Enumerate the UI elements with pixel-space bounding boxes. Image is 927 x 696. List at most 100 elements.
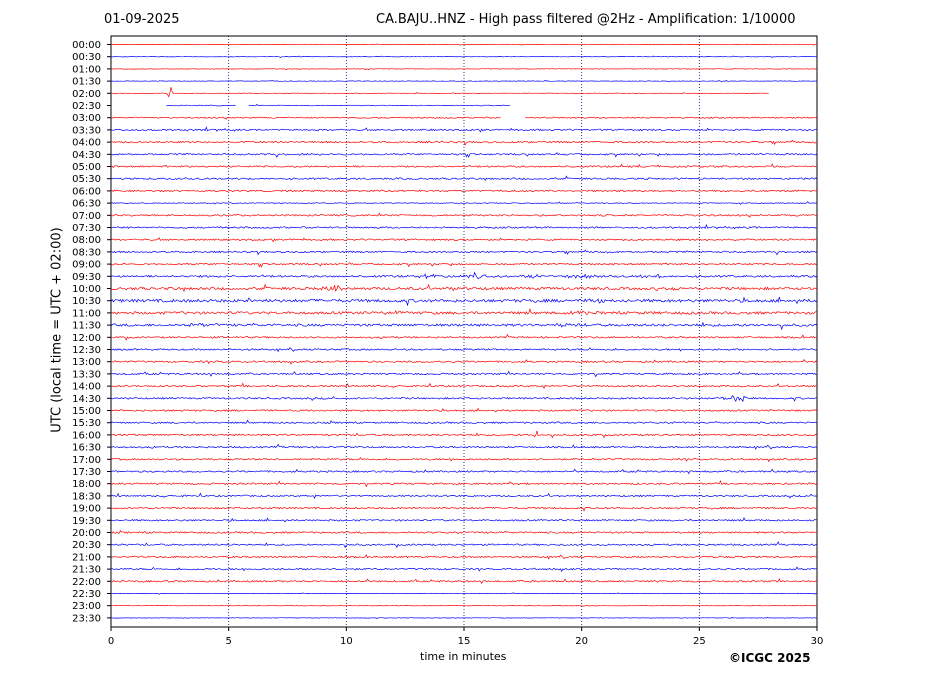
- trace-row-1700: [110, 457, 818, 463]
- copyright-label: ©ICGC 2025: [729, 651, 811, 665]
- trace-row-1900: [110, 506, 818, 512]
- y-tick-label: 13:30: [72, 369, 101, 380]
- y-tick-label: 17:30: [72, 467, 101, 478]
- trace-row-2300: [111, 604, 818, 607]
- trace-row-0730: [110, 223, 818, 230]
- y-tick-label: 22:00: [72, 577, 101, 588]
- trace-row-1630: [110, 443, 818, 450]
- x-tick-label: 30: [811, 636, 824, 647]
- trace-row-0630: [110, 201, 818, 205]
- trace-row-1400: [110, 382, 818, 390]
- y-tick-label: 06:30: [72, 199, 101, 210]
- trace-row-1500: [110, 407, 818, 413]
- y-tick-label: 16:00: [72, 430, 101, 441]
- y-tick-label: 00:00: [72, 40, 101, 51]
- y-tick-label: 11:00: [72, 308, 101, 319]
- y-tick-label: 04:30: [72, 150, 101, 161]
- y-tick-label: 03:30: [72, 125, 101, 136]
- trace-row-0900: [110, 262, 818, 268]
- trace-row-0930: [110, 271, 818, 280]
- y-tick-label: 03:00: [72, 113, 101, 124]
- x-tick-label: 15: [458, 636, 471, 647]
- trace-row-1800: [110, 480, 818, 488]
- trace-row-0200: [111, 87, 817, 96]
- y-tick-label: 16:30: [72, 443, 101, 454]
- trace-row-1830: [110, 492, 818, 499]
- y-tick-label: 07:00: [72, 211, 101, 222]
- y-tick-label: 06:00: [72, 186, 101, 197]
- trace-row-1730: [110, 468, 818, 475]
- trace-row-0000: [111, 43, 818, 46]
- y-tick-label: 19:30: [72, 516, 101, 527]
- trace-row-1200: [110, 333, 818, 341]
- y-tick-label: 23:30: [72, 613, 101, 624]
- trace-row-1530: [110, 419, 818, 425]
- y-tick-label: 19:00: [72, 504, 101, 515]
- y-tick-label: 15:30: [72, 418, 101, 429]
- y-tick-label: 18:00: [72, 479, 101, 490]
- x-axis-label: time in minutes: [420, 650, 507, 663]
- y-tick-label: 10:00: [72, 284, 101, 295]
- trace-row-0430: [110, 152, 818, 158]
- y-tick-label: 05:30: [72, 174, 101, 185]
- trace-row-1130: [110, 321, 818, 331]
- trace-row-1430: [110, 395, 817, 403]
- y-tick-label: 13:00: [72, 357, 101, 368]
- y-tick-label: 15:00: [72, 406, 101, 417]
- x-tick-label: 25: [693, 636, 706, 647]
- trace-row-0500: [110, 163, 818, 169]
- plot-frame: [110, 35, 818, 628]
- y-tick-label: 22:30: [72, 589, 101, 600]
- y-tick-label: 09:00: [72, 260, 101, 271]
- trace-row-1100: [110, 307, 818, 316]
- trace-row-0830: [110, 249, 818, 256]
- trace-row-1600: [110, 430, 818, 439]
- y-axis-label: UTC (local time = UTC + 02:00): [49, 227, 65, 433]
- y-tick-label: 18:30: [72, 491, 101, 502]
- y-tick-label: 02:30: [72, 101, 101, 112]
- trace-row-1000: [110, 283, 818, 293]
- trace-row-2130: [110, 566, 818, 573]
- y-tick-label: 23:00: [72, 601, 101, 612]
- x-tick-label: 0: [108, 636, 114, 647]
- trace-row-2030: [110, 541, 818, 549]
- trace-row-0800: [110, 237, 818, 243]
- trace-row-1230: [110, 347, 818, 353]
- y-tick-label: 14:30: [72, 394, 101, 405]
- x-ticks: 0 5 10 15 20 25 30: [108, 627, 824, 647]
- trace-row-1330: [110, 370, 818, 378]
- trace-row-0230: [166, 104, 817, 106]
- y-tick-label: 04:00: [72, 138, 101, 149]
- y-tick-label: 05:00: [72, 162, 101, 173]
- trace-rows: [110, 43, 818, 620]
- trace-row-1930: [110, 517, 818, 523]
- y-tick-label: 00:30: [72, 52, 101, 63]
- y-tick-label: 20:30: [72, 540, 101, 551]
- y-tick-label: 01:00: [72, 64, 101, 75]
- y-tick-label: 02:00: [72, 89, 101, 100]
- trace-row-2100: [110, 553, 818, 560]
- trace-row-0700: [110, 212, 818, 218]
- y-tick-label: 11:30: [72, 321, 101, 332]
- trace-row-0030: [110, 55, 818, 58]
- x-tick-label: 10: [340, 636, 353, 647]
- y-tick-label: 21:00: [72, 552, 101, 563]
- y-tick-label: 21:30: [72, 565, 101, 576]
- grid-lines: [228, 36, 700, 627]
- trace-row-0130: [110, 79, 817, 83]
- trace-row-2200: [110, 578, 818, 585]
- trace-row-2000: [110, 529, 818, 535]
- y-tick-label: 01:30: [72, 77, 101, 88]
- trace-row-0600: [110, 189, 818, 193]
- y-tick-label: 08:00: [72, 235, 101, 246]
- y-tick-label: 07:30: [72, 223, 101, 234]
- trace-row-2230: [111, 592, 818, 595]
- y-tick-label: 10:30: [72, 296, 101, 307]
- trace-row-0100: [110, 68, 818, 71]
- x-tick-label: 5: [225, 636, 231, 647]
- y-tick-label: 17:00: [72, 455, 101, 466]
- x-tick-label: 20: [575, 636, 588, 647]
